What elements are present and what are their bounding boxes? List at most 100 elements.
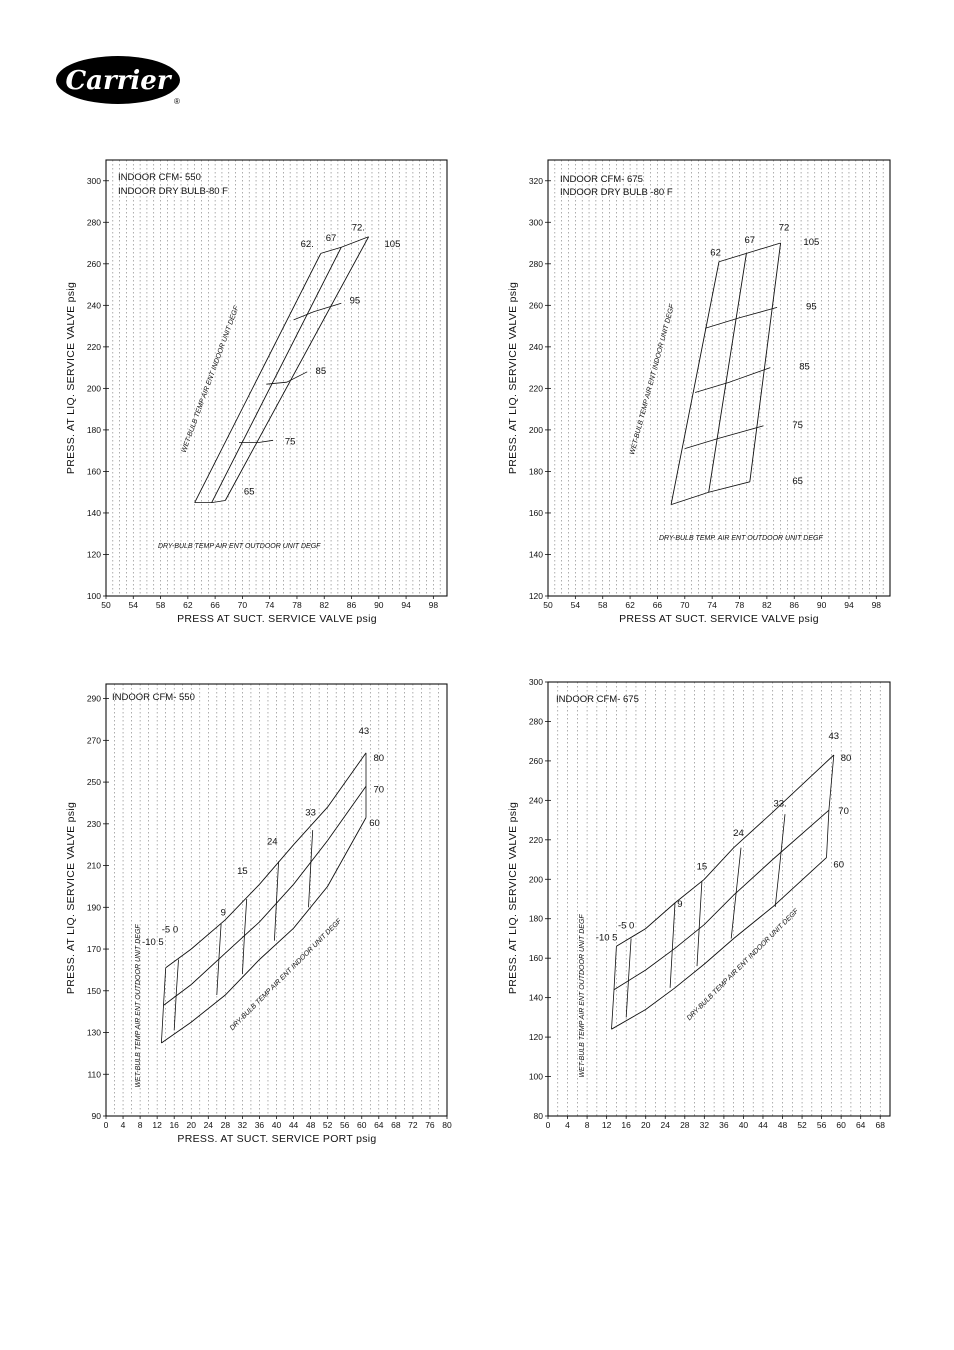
x-tick-label: 8	[585, 1120, 590, 1130]
y-tick-label: 150	[87, 986, 101, 996]
x-tick-label: 24	[661, 1120, 671, 1130]
x-tick-label: 86	[347, 600, 357, 610]
y-tick-label: 180	[87, 425, 101, 435]
curve-label: 85	[799, 362, 810, 373]
y-axis-label: PRESS. AT LIQ. SERVICE VALVE psig	[65, 802, 77, 994]
family-line-85	[694, 367, 771, 393]
curve-label: 65	[792, 476, 803, 487]
x-tick-label: 52	[323, 1120, 333, 1130]
series-line-70	[613, 809, 830, 991]
curve-label: 24	[267, 837, 278, 848]
x-tick-label: 98	[872, 600, 882, 610]
series-line-60	[161, 817, 367, 1044]
x-tick-label: 82	[320, 600, 330, 610]
curve-label: 43	[829, 731, 840, 742]
x-tick-label: 28	[221, 1120, 231, 1130]
curve-label: 72.	[352, 223, 365, 234]
y-tick-label: 120	[529, 1032, 543, 1042]
family-line-65	[194, 500, 226, 504]
y-tick-label: 220	[529, 383, 543, 393]
curve-label: 85	[316, 366, 327, 377]
curve-label: 67	[744, 235, 755, 246]
x-tick-label: 44	[289, 1120, 299, 1130]
dry-bulb-family-label: DRY-BULB TEMP AIR ENT OUTDOOR UNIT DEGF	[158, 543, 321, 550]
family-line-9	[216, 923, 222, 996]
x-tick-label: 90	[374, 600, 384, 610]
family-line--10	[161, 967, 167, 1044]
x-tick-label: 76	[425, 1120, 435, 1130]
y-tick-label: 200	[87, 383, 101, 393]
y-tick-label: 120	[529, 591, 543, 601]
curve-label: 95	[350, 295, 361, 306]
y-tick-label: 300	[87, 176, 101, 186]
family-line-75	[239, 439, 274, 443]
x-tick-label: 62	[183, 600, 193, 610]
series-line-72	[749, 242, 782, 482]
y-tick-label: 240	[529, 795, 543, 805]
plot-frame	[547, 681, 891, 1117]
curve-label: -5 0	[618, 921, 634, 932]
curve-label: 80	[374, 753, 385, 764]
x-tick-label: 72	[408, 1120, 418, 1130]
series-line-62	[194, 253, 322, 503]
x-tick-label: 8	[138, 1120, 143, 1130]
x-tick-label: 44	[758, 1120, 768, 1130]
x-tick-label: 74	[265, 600, 275, 610]
x-tick-label: 48	[778, 1120, 788, 1130]
x-tick-label: 16	[621, 1120, 631, 1130]
x-tick-label: 94	[844, 600, 854, 610]
x-tick-label: 56	[817, 1120, 827, 1130]
chart-title: INDOOR CFM- 675	[556, 694, 639, 705]
y-tick-label: 190	[87, 902, 101, 912]
curve-label: 9	[677, 899, 682, 910]
family-line-33	[774, 814, 786, 907]
curve-label: 9	[221, 908, 226, 919]
y-tick-label: 130	[87, 1028, 101, 1038]
x-tick-label: 20	[187, 1120, 197, 1130]
x-tick-label: 40	[272, 1120, 282, 1130]
registered-mark: ®	[174, 97, 180, 106]
family-line--10	[611, 946, 617, 1030]
curve-label: 62.	[301, 239, 314, 250]
curve-label: -10 5	[142, 937, 164, 948]
x-tick-label: 66	[653, 600, 663, 610]
x-tick-label: 0	[546, 1120, 551, 1130]
x-axis-label: PRESS AT SUCT. SERVICE VALVE psig	[619, 613, 819, 625]
series-line-60	[611, 857, 827, 1030]
x-tick-label: 4	[121, 1120, 126, 1130]
curve-label: 65	[244, 486, 255, 497]
x-tick-label: 78	[292, 600, 302, 610]
series-line-67	[211, 246, 342, 503]
y-tick-label: 100	[529, 1072, 543, 1082]
chart-cfm550-cooling: 50 54 58 62 66 70 74 78 82 86 90 94 98 100 120 140 160 18…	[62, 150, 462, 630]
x-tick-label: 86	[790, 600, 800, 610]
family-line-24	[730, 847, 742, 939]
x-tick-label: 12	[602, 1120, 612, 1130]
x-tick-label: 0	[104, 1120, 109, 1130]
curve-label: 60	[833, 859, 844, 870]
y-tick-label: 140	[529, 993, 543, 1003]
x-tick-label: 68	[875, 1120, 885, 1130]
y-tick-label: 140	[529, 549, 543, 559]
y-tick-label: 100	[87, 591, 101, 601]
x-tick-label: 32	[700, 1120, 710, 1130]
chart-cfm675-heating: 0 4 8 12 16 20 24 28 32 36 40 44 48 52 56 60 64 68 80 100 12…	[504, 676, 904, 1150]
y-tick-label: 290	[87, 694, 101, 704]
y-tick-label: 280	[529, 716, 543, 726]
wet-bulb-family-label: WET-BULB TEMP AIR ENT INDOOR UNIT DEGF	[181, 305, 241, 454]
x-tick-label: 36	[719, 1120, 729, 1130]
series-line-62	[670, 261, 720, 505]
family-line-5	[173, 959, 179, 1031]
y-tick-label: 180	[529, 914, 543, 924]
chart-title: INDOOR CFM- 675	[560, 174, 643, 185]
family-line-75	[684, 425, 764, 449]
x-tick-label: 64	[856, 1120, 866, 1130]
x-tick-label: 52	[797, 1120, 807, 1130]
y-tick-label: 220	[529, 835, 543, 845]
y-tick-label: 280	[529, 259, 543, 269]
curve-label: 33.	[773, 798, 786, 809]
y-tick-label: 320	[529, 176, 543, 186]
series-line-67	[708, 253, 747, 493]
y-tick-label: 160	[87, 466, 101, 476]
x-tick-label: 36	[255, 1120, 265, 1130]
